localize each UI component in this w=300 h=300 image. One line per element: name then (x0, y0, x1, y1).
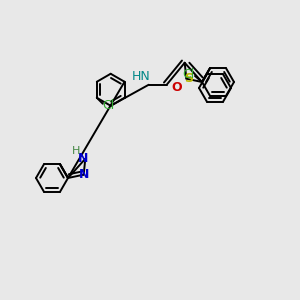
Text: N: N (79, 168, 89, 181)
Text: Cl: Cl (103, 99, 115, 112)
Text: O: O (171, 81, 182, 94)
Text: Cl: Cl (182, 68, 194, 80)
Text: HN: HN (131, 70, 150, 83)
Text: S: S (184, 72, 193, 85)
Text: H: H (72, 146, 80, 156)
Text: N: N (78, 152, 88, 165)
